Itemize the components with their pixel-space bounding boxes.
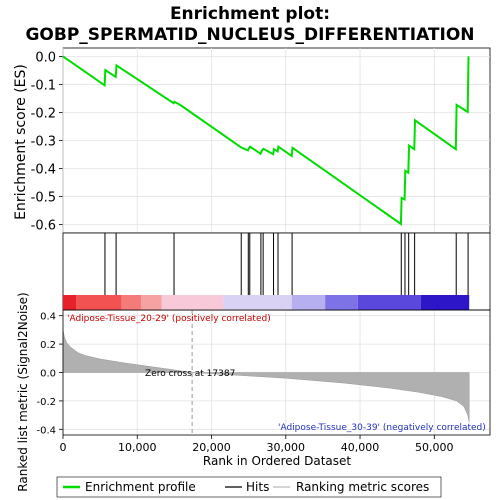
es-tick-label: -0.2 bbox=[31, 106, 56, 121]
legend-box bbox=[56, 476, 442, 498]
metric-tick-label: 0.0 bbox=[40, 369, 56, 380]
gradient-segment bbox=[325, 295, 358, 310]
gradient-segment bbox=[420, 295, 470, 310]
negative-label: 'Adipose-Tissue_30-39' (negatively corre… bbox=[278, 423, 486, 433]
enrichment-profile-line bbox=[62, 55, 470, 226]
x-tick-label: 0 bbox=[60, 441, 67, 454]
es-tick-label: -0.1 bbox=[31, 78, 56, 93]
gradient-segment bbox=[223, 295, 292, 310]
x-tick-label: 30,000 bbox=[267, 441, 306, 454]
gradient-segment bbox=[76, 295, 122, 310]
zero-cross-label: Zero cross at 17387 bbox=[145, 369, 235, 379]
gradient-segment bbox=[291, 295, 326, 310]
x-tick-label: 10,000 bbox=[118, 441, 157, 454]
x-axis-label: Rank in Ordered Dataset bbox=[203, 454, 351, 468]
rank-gradient-bar bbox=[63, 295, 470, 310]
es-tick-label: -0.6 bbox=[31, 219, 56, 234]
es-tick-label: 0.0 bbox=[35, 50, 56, 65]
gradient-segment bbox=[140, 295, 162, 310]
chart-subtitle: GOBP_SPERMATID_NUCLEUS_DIFFERENTIATION bbox=[25, 25, 474, 45]
x-axis: 0 10,000 20,000 30,000 40,000 50,000 bbox=[60, 435, 454, 454]
x-tick-label: 50,000 bbox=[415, 441, 454, 454]
es-tick-label: -0.4 bbox=[31, 163, 56, 178]
ranking-metric-area bbox=[62, 329, 470, 423]
x-tick-label: 20,000 bbox=[192, 441, 231, 454]
gradient-segment bbox=[161, 295, 224, 310]
legend: Enrichment profile Hits Ranking metric s… bbox=[56, 476, 442, 498]
es-tick-label: -0.5 bbox=[31, 191, 56, 206]
gradient-segment bbox=[63, 295, 77, 310]
positive-label: 'Adipose-Tissue_20-29' (positively corre… bbox=[67, 314, 271, 324]
gradient-segment bbox=[121, 295, 141, 310]
metric-panel: 0.4 0.2 0.0 -0.2 -0.4 'Adipose-Tissue_20-29' … bbox=[36, 309, 491, 436]
es-axis-label: Enrichment score (ES) bbox=[13, 64, 29, 220]
metric-tick-label: -0.2 bbox=[36, 397, 56, 408]
legend-hits-label: Hits bbox=[246, 480, 269, 494]
legend-profile-label: Enrichment profile bbox=[85, 480, 196, 494]
legend-metric-label: Ranking metric scores bbox=[296, 480, 429, 494]
metric-axis-label: Ranked list metric (Signal2Noise) bbox=[16, 292, 30, 491]
es-panel: 0.0 -0.1 -0.2 -0.3 -0.4 -0.5 -0.6 bbox=[31, 47, 491, 234]
gradient-segment bbox=[357, 295, 421, 310]
x-tick-label: 40,000 bbox=[341, 441, 380, 454]
metric-tick-label: -0.4 bbox=[36, 425, 56, 436]
metric-tick-label: 0.4 bbox=[40, 312, 56, 323]
chart-title: Enrichment plot: bbox=[170, 4, 330, 24]
metric-plot-frame bbox=[62, 309, 491, 436]
metric-tick-label: 0.2 bbox=[40, 340, 56, 351]
es-tick-label: -0.3 bbox=[31, 135, 56, 150]
